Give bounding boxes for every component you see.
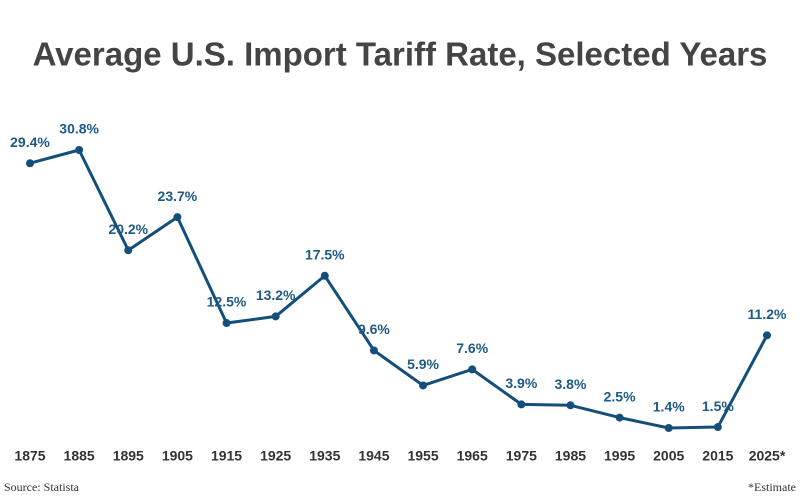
point <box>369 346 378 355</box>
x-tick-label: 2015 <box>702 448 733 464</box>
x-tick-label: 1925 <box>260 448 291 464</box>
data-label: 9.6% <box>358 321 390 337</box>
x-tick-label: 1895 <box>113 448 144 464</box>
x-tick-label: 1885 <box>64 448 95 464</box>
data-label: 11.2% <box>748 306 787 322</box>
x-tick-label: 1875 <box>14 448 45 464</box>
point <box>173 213 182 222</box>
point <box>517 400 526 409</box>
point <box>124 246 133 255</box>
data-label: 2.5% <box>604 388 636 404</box>
x-tick-label: 2025* <box>749 448 786 464</box>
x-tick-label: 1995 <box>604 448 635 464</box>
point <box>222 319 231 328</box>
x-tick-label: 1985 <box>555 448 586 464</box>
point <box>566 401 575 410</box>
data-label: 1.4% <box>653 399 685 415</box>
x-tick-label: 2005 <box>653 448 684 464</box>
x-tick-label: 1945 <box>358 448 389 464</box>
x-tick-label: 1965 <box>457 448 488 464</box>
data-label: 1.5% <box>702 398 734 414</box>
point <box>419 381 428 390</box>
data-label: 20.2% <box>108 221 148 237</box>
point <box>713 423 722 432</box>
data-label: 7.6% <box>456 340 488 356</box>
x-tick-label: 1905 <box>162 448 193 464</box>
data-label: 23.7% <box>158 188 198 204</box>
source: Source: Statista <box>4 480 80 494</box>
point <box>468 365 477 374</box>
x-tick-label: 1915 <box>211 448 242 464</box>
point <box>615 413 624 422</box>
x-tick-label: 1955 <box>407 448 438 464</box>
point <box>664 424 673 432</box>
point <box>271 312 280 321</box>
data-label: 13.2% <box>256 287 296 303</box>
note: *Estimate <box>748 480 796 494</box>
point <box>320 271 329 280</box>
point <box>75 146 84 154</box>
point <box>763 331 771 340</box>
line <box>29 148 769 430</box>
chart-title: Average U.S. Import Tariff Rate, Selecte… <box>33 36 768 73</box>
data-label: 29.4% <box>10 134 50 150</box>
data-label: 5.9% <box>407 356 439 372</box>
data-label: 17.5% <box>305 246 345 262</box>
data-label: 12.5% <box>207 294 247 310</box>
data-label: 3.9% <box>505 375 537 391</box>
point <box>26 159 34 168</box>
data-label: 3.8% <box>555 376 587 392</box>
x-tick-label: 1975 <box>506 448 537 464</box>
data-label: 30.8% <box>59 121 99 137</box>
x-tick-label: 1935 <box>309 448 340 464</box>
